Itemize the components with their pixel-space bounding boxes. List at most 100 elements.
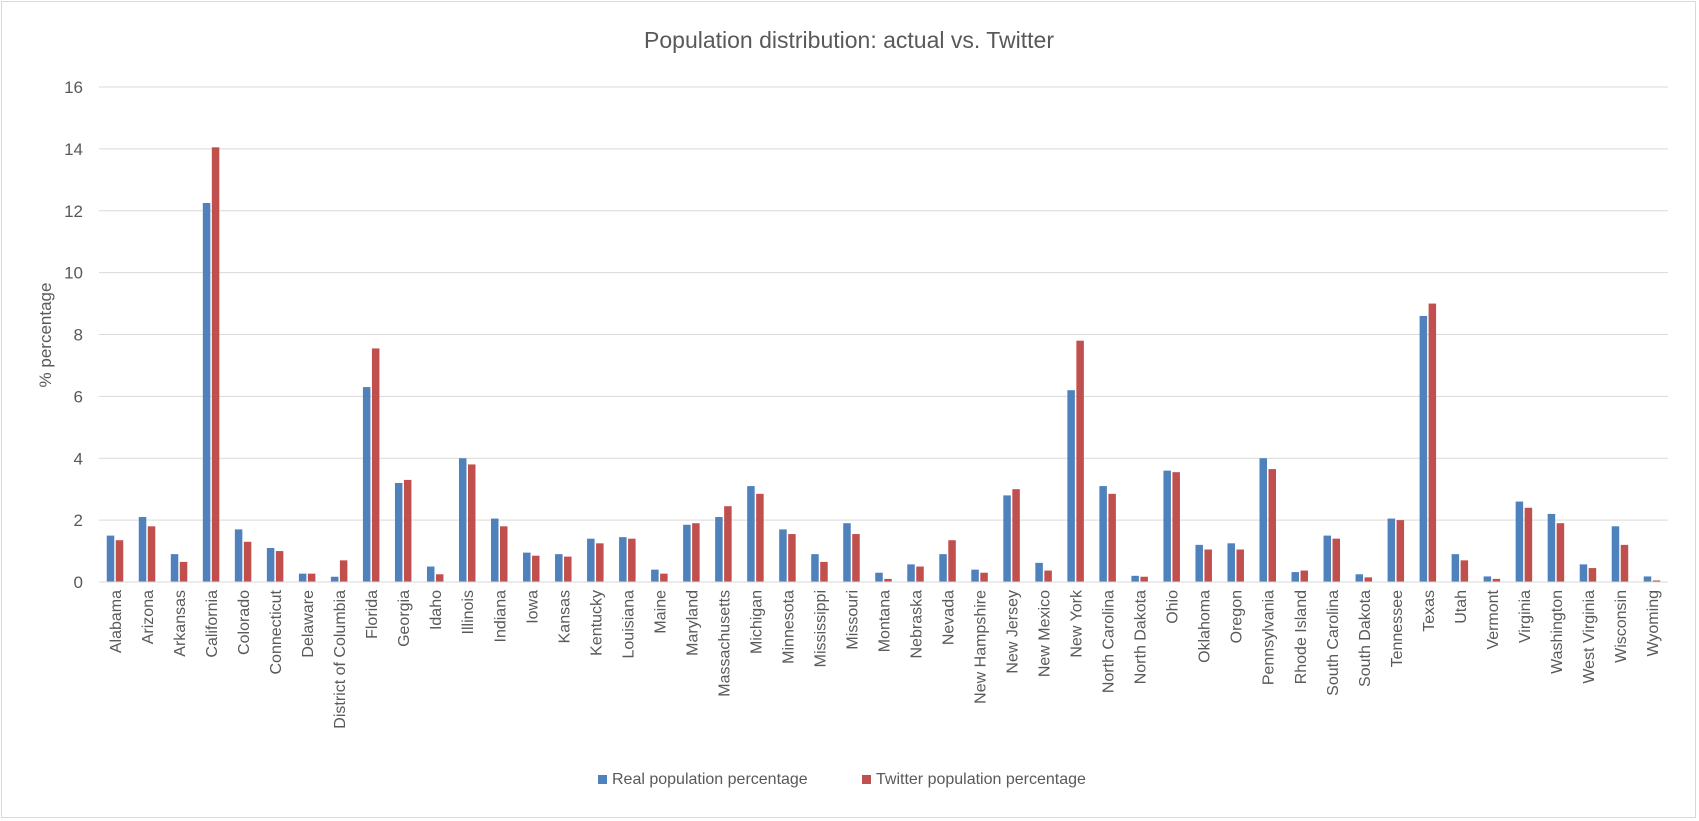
bar-twitter-mississippi: [820, 561, 828, 582]
bar-real-new-mexico: [1035, 562, 1043, 582]
x-tick-label: Florida: [364, 590, 381, 639]
bar-twitter-california: [211, 147, 220, 582]
bar-real-arizona: [138, 517, 147, 582]
x-tick-label: District of Columbia: [332, 590, 349, 729]
bar-real-minnesota: [779, 529, 787, 582]
x-tick-label: Missouri: [844, 590, 861, 650]
x-tick-label: New Jersey: [1005, 590, 1022, 674]
bar-twitter-kansas: [564, 556, 572, 582]
x-tick-label: Texas: [1421, 590, 1438, 632]
bar-real-west-virginia: [1579, 564, 1588, 582]
bar-twitter-connecticut: [275, 551, 284, 582]
chart-title: Population distribution: actual vs. Twit…: [644, 27, 1054, 53]
bar-real-kentucky: [587, 538, 595, 582]
bar-real-kansas: [555, 554, 563, 582]
bar-twitter-texas: [1428, 303, 1437, 582]
x-tick-label: Washington: [1549, 590, 1566, 674]
y-tick-label: 16: [64, 78, 83, 97]
bar-real-alabama: [106, 535, 115, 582]
bar-real-district-of-columbia: [330, 576, 339, 582]
y-axis-title: % percentage: [36, 283, 55, 388]
bar-twitter-maryland: [692, 523, 700, 582]
x-tick-label: New Hampshire: [973, 590, 990, 704]
bar-real-mississippi: [811, 554, 819, 582]
x-tick-label: North Carolina: [1101, 590, 1118, 693]
bar-real-illinois: [458, 458, 467, 582]
bar-real-utah: [1451, 554, 1460, 582]
x-tick-label: Minnesota: [780, 590, 797, 664]
x-tick-label: Georgia: [396, 590, 413, 647]
bar-twitter-florida: [371, 348, 380, 582]
bar-twitter-illinois: [467, 464, 476, 582]
bar-real-new-york: [1067, 390, 1075, 582]
bar-real-washington: [1547, 513, 1556, 582]
x-tick-label: Colorado: [236, 590, 253, 655]
bar-twitter-rhode-island: [1300, 570, 1309, 582]
x-tick-label: New York: [1069, 589, 1086, 658]
bar-real-oklahoma: [1195, 544, 1203, 582]
bar-real-texas: [1419, 315, 1428, 582]
legend-label-twitter: Twitter population percentage: [876, 771, 1086, 788]
x-tick-label: Delaware: [300, 590, 317, 658]
x-tick-label: Maryland: [684, 590, 701, 656]
x-tick-label: Ohio: [1165, 590, 1182, 624]
x-tick-label: Wyoming: [1645, 590, 1662, 657]
bar-real-nebraska: [907, 564, 915, 582]
y-tick-label: 10: [64, 264, 83, 283]
bar-twitter-arkansas: [179, 561, 188, 582]
y-tick-label: 0: [74, 573, 83, 592]
bar-twitter-vermont: [1492, 578, 1501, 582]
bar-real-maryland: [683, 524, 691, 582]
x-tick-label: Oklahoma: [1197, 590, 1214, 663]
x-tick-label: West Virginia: [1581, 590, 1598, 684]
bar-real-south-carolina: [1323, 535, 1332, 582]
bar-twitter-louisiana: [628, 538, 636, 582]
bar-real-north-carolina: [1099, 486, 1107, 582]
x-tick-label: Mississippi: [812, 590, 829, 667]
bar-real-wisconsin: [1611, 526, 1620, 582]
x-tick-label: Wisconsin: [1613, 590, 1630, 663]
bar-twitter-oregon: [1236, 549, 1244, 582]
x-tick-label: Pennsylvania: [1261, 590, 1278, 685]
bar-twitter-tennessee: [1396, 520, 1405, 582]
bar-real-indiana: [491, 518, 499, 582]
bar-real-idaho: [426, 566, 435, 582]
bar-real-arkansas: [170, 554, 179, 582]
bar-twitter-north-carolina: [1108, 493, 1116, 582]
legend-swatch-twitter: [862, 775, 871, 784]
bar-real-iowa: [523, 552, 531, 582]
legend-label-real: Real population percentage: [612, 771, 808, 788]
bar-real-south-dakota: [1355, 574, 1364, 582]
bar-twitter-massachusetts: [724, 506, 732, 582]
bar-real-louisiana: [619, 537, 627, 582]
bar-real-virginia: [1515, 501, 1524, 582]
bar-twitter-colorado: [243, 541, 252, 582]
bar-twitter-pennsylvania: [1268, 469, 1276, 582]
bar-real-ohio: [1163, 470, 1171, 582]
bar-real-nevada: [939, 554, 947, 582]
bar-twitter-west-virginia: [1588, 568, 1597, 582]
bar-real-new-jersey: [1003, 495, 1011, 582]
bar-real-montana: [875, 572, 883, 582]
x-tick-label: Rhode Island: [1293, 590, 1310, 684]
x-tick-label: Massachusetts: [716, 590, 733, 697]
bar-real-new-hampshire: [971, 569, 979, 582]
x-tick-label: Montana: [877, 590, 894, 652]
bar-twitter-utah: [1460, 560, 1469, 582]
bar-real-rhode-island: [1291, 572, 1300, 582]
x-tick-label: Michigan: [748, 590, 765, 654]
y-tick-label: 2: [74, 511, 83, 530]
x-tick-label: Kansas: [556, 590, 573, 643]
x-tick-label: Connecticut: [268, 589, 285, 674]
x-tick-label: Kentucky: [588, 590, 605, 656]
x-tick-label: Tennessee: [1389, 590, 1406, 667]
x-tick-label: Utah: [1453, 590, 1470, 624]
bar-twitter-district-of-columbia: [339, 560, 348, 582]
bar-twitter-new-hampshire: [980, 572, 988, 582]
bar-twitter-nebraska: [916, 566, 924, 582]
bar-twitter-maine: [660, 573, 668, 582]
bar-twitter-missouri: [852, 534, 860, 582]
bar-real-pennsylvania: [1259, 458, 1267, 582]
bar-twitter-south-carolina: [1332, 538, 1341, 582]
